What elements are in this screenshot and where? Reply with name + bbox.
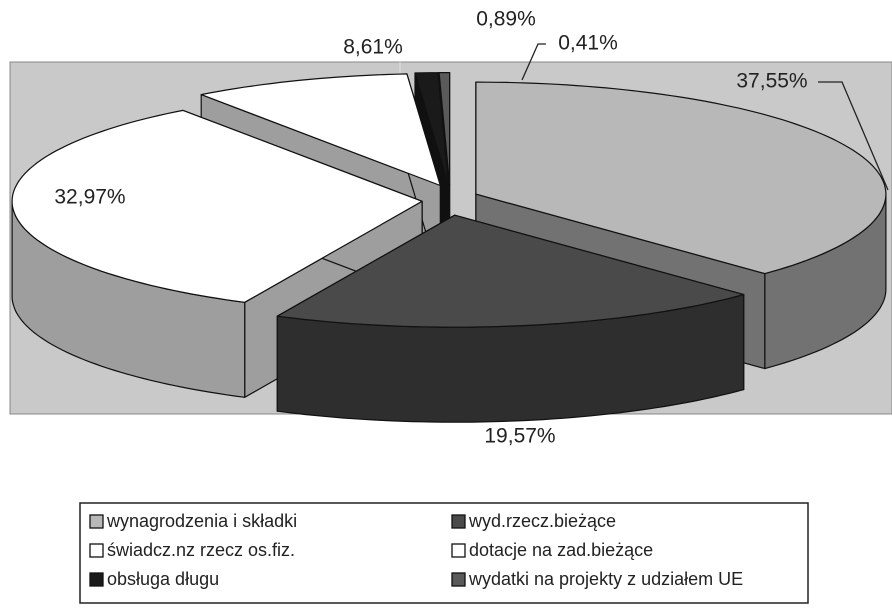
legend-swatch [451, 514, 466, 529]
slice [11, 109, 423, 303]
data-label: 37,55% [736, 70, 807, 93]
legend-swatch [451, 572, 466, 587]
leader-line [818, 81, 889, 191]
legend-box [79, 502, 809, 604]
legend-swatch [89, 514, 104, 529]
legend-label: dotacje na zad.bieżące [469, 540, 653, 560]
data-label: 0,41% [558, 32, 618, 55]
legend-label: wydatki na projekty z udziałem UE [468, 569, 743, 589]
slice [276, 214, 745, 328]
data-label: 19,57% [484, 425, 555, 448]
slice [475, 81, 887, 275]
data-label: 0,89% [476, 8, 536, 31]
legend-label: wynagrodzenia i składki [106, 511, 297, 531]
legend-label: wyd.rzecz.bieżące [468, 511, 616, 531]
legend-swatch [451, 543, 466, 558]
slice [438, 72, 451, 186]
data-label: 8,61% [343, 36, 403, 59]
data-label: 32,97% [54, 186, 125, 209]
legend: wynagrodzenia i składki wyd.rzecz.bieżące… [89, 511, 743, 589]
slice [200, 73, 441, 187]
legend-swatch [89, 543, 104, 558]
leader-line [521, 43, 546, 81]
legend-label: obsługa długu [107, 569, 219, 589]
legend-swatch [89, 572, 104, 587]
slice [414, 72, 450, 186]
legend-label: świadcz.nz rzecz os.fiz. [107, 540, 295, 560]
